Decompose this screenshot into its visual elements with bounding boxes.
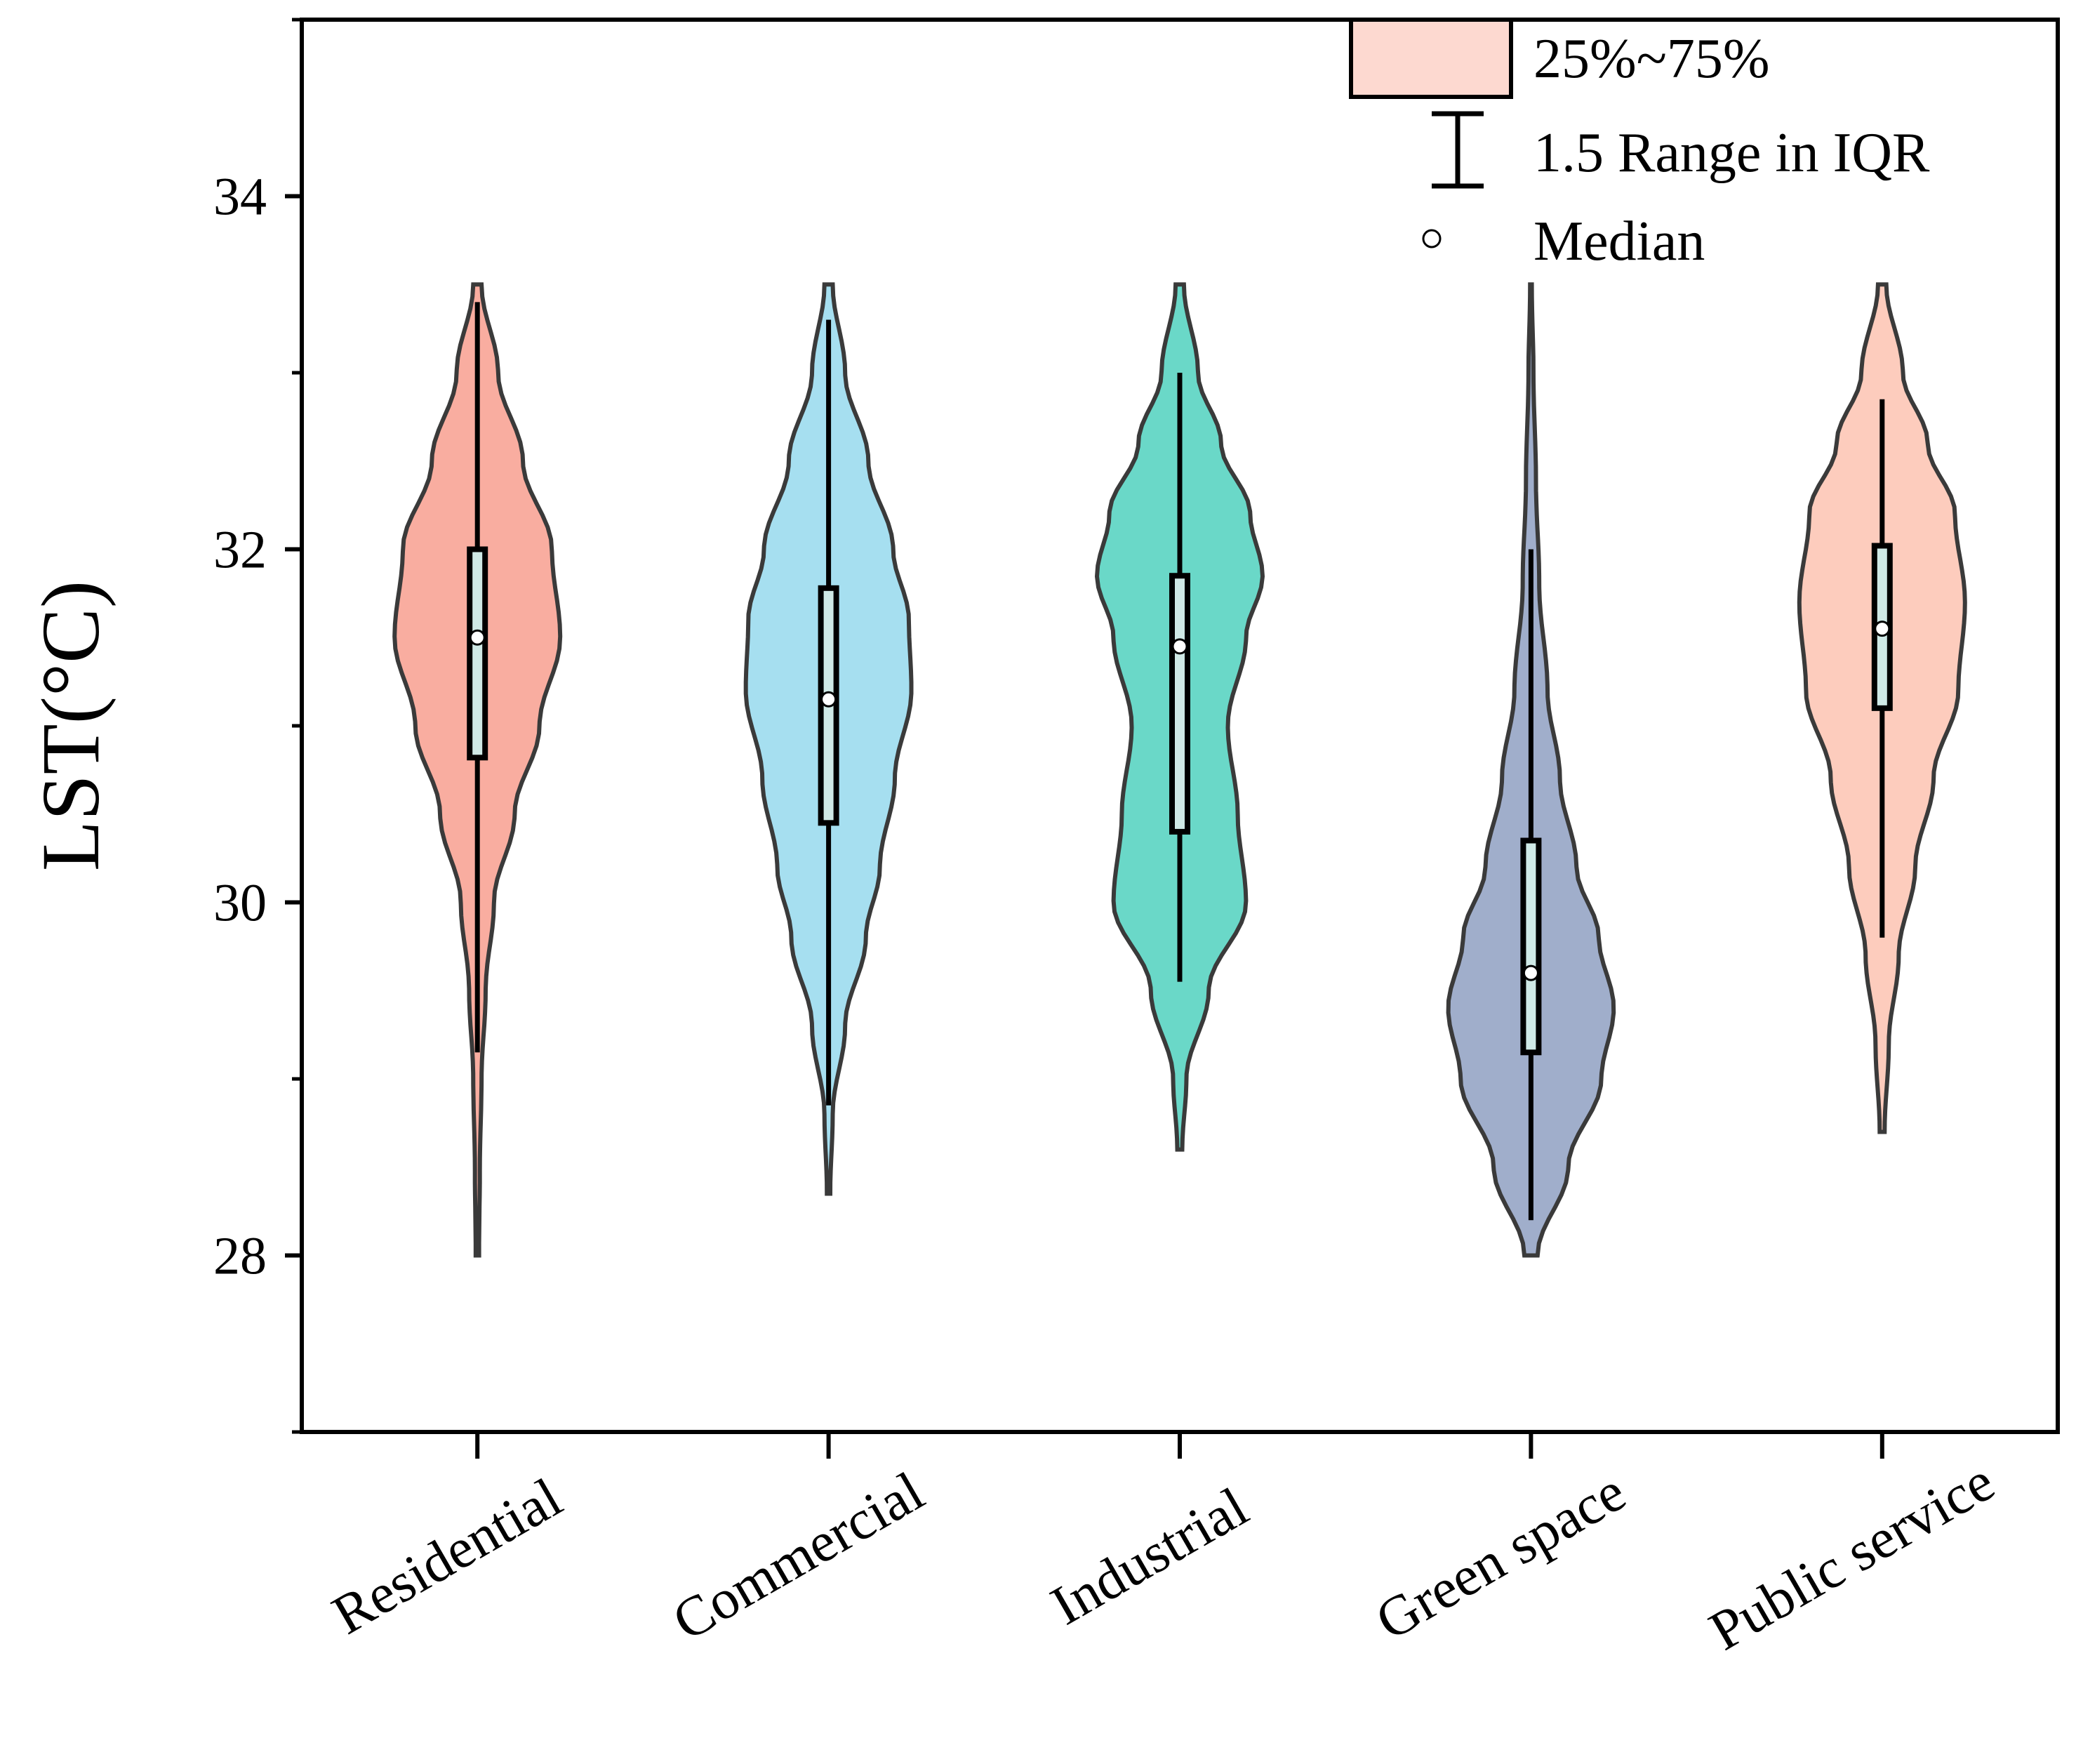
iqr-box-residential xyxy=(467,546,488,761)
x-tick-label: Green space xyxy=(1366,1461,1635,1652)
median-point-residential xyxy=(469,629,486,646)
median-point-industrial xyxy=(1171,638,1188,655)
x-tick-label: Commercial xyxy=(663,1461,933,1653)
median-point-public-service xyxy=(1874,621,1891,637)
x-tick-label: Public service xyxy=(1700,1451,2005,1663)
y-axis: 28 30 32 34 xyxy=(213,18,302,1434)
legend-median-symbol xyxy=(1422,229,1442,248)
x-axis: Residential Commercial Industrial Green spa… xyxy=(322,1432,2004,1662)
legend-whisker-symbol xyxy=(1432,111,1484,189)
y-tick-label: 32 xyxy=(213,521,267,580)
x-tick-label: Residential xyxy=(322,1466,572,1646)
y-axis-label: LST(°C) xyxy=(25,581,117,871)
legend-whisker-label: 1.5 Range in IQR xyxy=(1533,122,1930,184)
y-tick-label: 30 xyxy=(213,874,267,933)
median-point-commercial xyxy=(820,691,837,708)
legend-box-swatch xyxy=(1349,18,1513,99)
x-tick-label: Industrial xyxy=(1041,1476,1258,1638)
legend: 25%~75% 1.5 Range in IQR Median xyxy=(1349,18,1930,272)
iqr-box-green-space xyxy=(1520,837,1542,1056)
y-tick-label: 34 xyxy=(213,168,267,227)
median-point-green-space xyxy=(1522,964,1539,981)
iqr-box-industrial xyxy=(1169,573,1190,835)
legend-box-label: 25%~75% xyxy=(1533,28,1770,90)
legend-median-label: Median xyxy=(1533,211,1705,272)
y-tick-label: 28 xyxy=(213,1227,267,1286)
boxes-group xyxy=(467,302,1893,1221)
